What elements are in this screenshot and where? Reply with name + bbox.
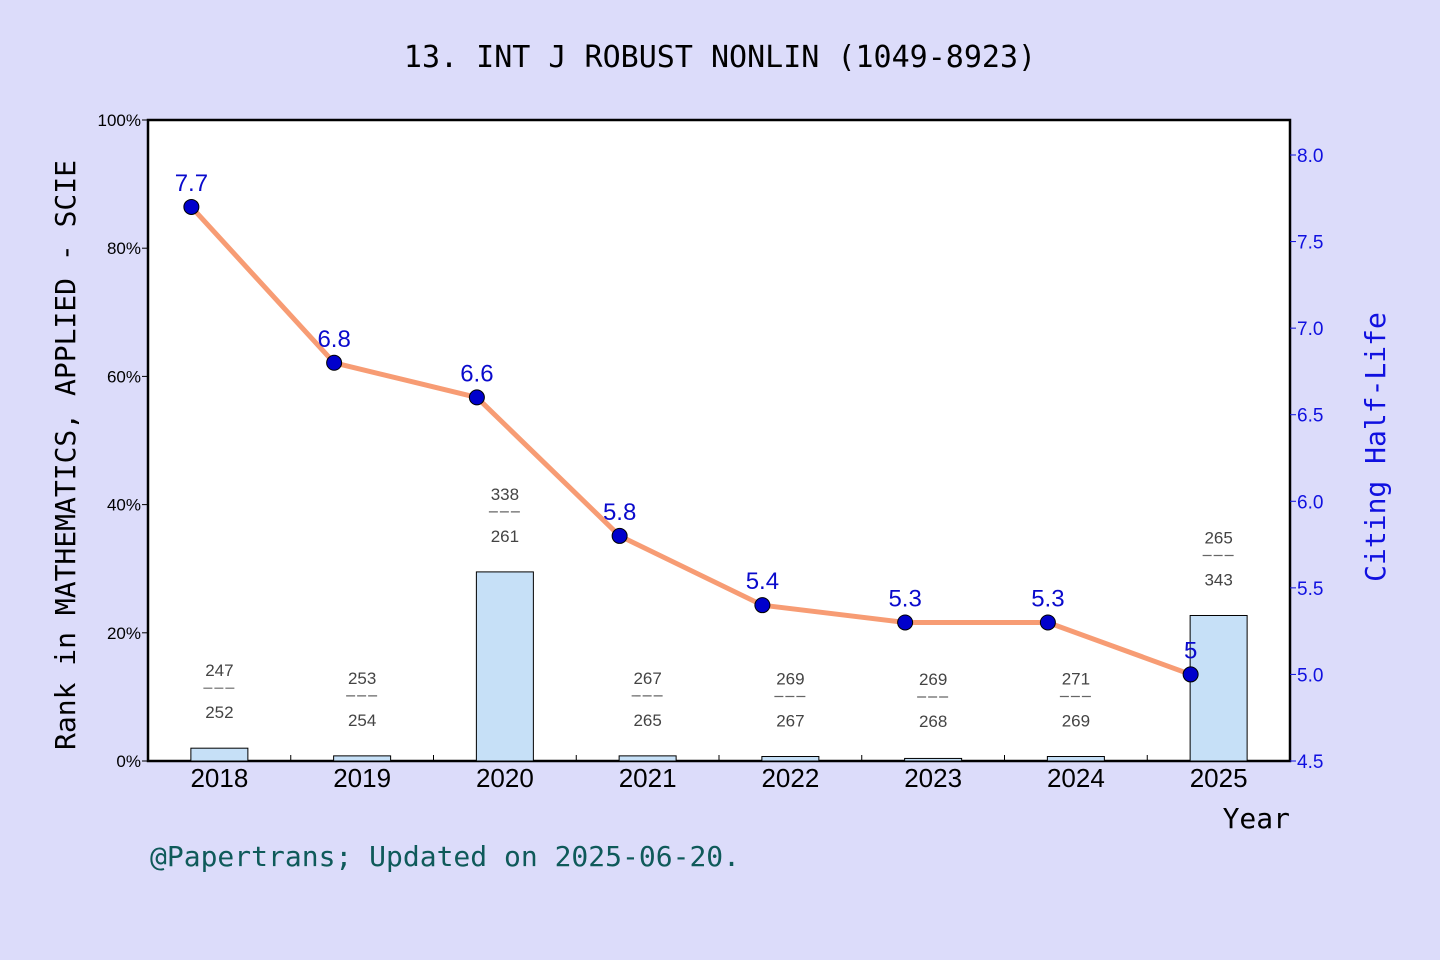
left-axis: 0% 20% 40% 60% 80% 100%: [98, 111, 148, 771]
rank-denominator: 252: [205, 703, 233, 722]
point-value-label: 5: [1184, 637, 1197, 664]
bar: [904, 757, 963, 762]
x-tick-label: 2022: [761, 763, 819, 793]
point-value-label: 5.4: [746, 568, 779, 595]
line-marker: [183, 198, 200, 215]
footer-credit: @Papertrans; Updated on 2025-06-20.: [150, 840, 740, 873]
line-series: 7.7 6.8 6.6 5.8 5.4 5.3 5.3 5: [175, 170, 1199, 683]
rank-numerator: 271: [1062, 670, 1090, 689]
right-tick-label: 6.0: [1297, 492, 1323, 513]
x-tick-label: 2024: [1047, 763, 1105, 793]
bar: [190, 747, 249, 762]
rank-denominator: 269: [1062, 712, 1090, 731]
x-tick-label: 2020: [476, 763, 534, 793]
left-tick-label: 40%: [107, 496, 141, 515]
line-marker: [754, 597, 771, 614]
right-tick-label: 7.5: [1297, 233, 1323, 254]
right-tick-label: 8.0: [1297, 146, 1323, 167]
bar: [1046, 756, 1105, 762]
right-tick-label: 4.5: [1297, 752, 1323, 773]
rank-denominator: 261: [491, 527, 519, 546]
rank-labels: 247 252 253 254 338 261 267 265 269 267 269 268 271 2…: [203, 485, 1235, 731]
left-axis-label: Rank in MATHEMATICS, APPLIED - SCIE: [49, 160, 82, 750]
x-tick-label: 2023: [904, 763, 962, 793]
rank-denominator: 267: [776, 712, 804, 731]
line-marker: [611, 527, 628, 544]
point-value-label: 6.6: [460, 360, 493, 387]
bar: [618, 755, 677, 762]
right-tick-label: 6.5: [1297, 406, 1323, 427]
rank-numerator: 253: [348, 669, 376, 688]
rank-numerator: 267: [633, 669, 661, 688]
x-axis-label: Year: [1223, 802, 1290, 835]
left-tick-label: 80%: [107, 239, 141, 258]
point-value-label: 5.8: [603, 499, 636, 526]
x-tick-label: 2021: [619, 763, 677, 793]
plot-area: [146, 118, 1292, 763]
rank-denominator: 265: [633, 711, 661, 730]
point-value-label: 5.3: [888, 585, 921, 612]
rank-denominator: 343: [1204, 570, 1232, 589]
bar: [333, 755, 392, 762]
bar-series: [190, 571, 1248, 762]
bar: [761, 756, 820, 762]
rank-numerator: 265: [1204, 528, 1232, 547]
right-tick-label: 5.5: [1297, 579, 1323, 600]
line-marker: [897, 614, 914, 631]
line-marker: [468, 389, 485, 406]
right-axis-label: Citing Half-Life: [1359, 312, 1392, 582]
point-value-label: 7.7: [175, 170, 208, 197]
bar: [475, 571, 534, 762]
rank-numerator: 247: [205, 661, 233, 680]
x-tick-label: 2019: [333, 763, 391, 793]
right-axis: 4.5 5.0 5.5 6.0 6.5 7.0 7.5 8.0: [1290, 146, 1323, 773]
rank-numerator: 269: [919, 670, 947, 689]
rank-numerator: 338: [491, 485, 519, 504]
x-tick-label: 2018: [190, 763, 248, 793]
line-marker: [1039, 614, 1056, 631]
left-tick-label: 100%: [98, 111, 141, 130]
x-axis: 2018 2019 2020 2021 2022 2023 2024 2025: [190, 755, 1248, 793]
x-tick-label: 2025: [1190, 763, 1248, 793]
right-tick-label: 7.0: [1297, 319, 1323, 340]
left-tick-label: 60%: [107, 367, 141, 386]
rank-denominator: 268: [919, 712, 947, 731]
left-tick-label: 20%: [107, 624, 141, 643]
line-marker: [1182, 666, 1199, 683]
left-tick-label: 0%: [116, 752, 141, 771]
chart-title: 13. INT J ROBUST NONLIN (1049-8923): [404, 40, 1036, 75]
line-marker: [326, 354, 343, 371]
rank-denominator: 254: [348, 711, 376, 730]
point-value-label: 5.3: [1031, 585, 1064, 612]
bar: [1189, 614, 1248, 762]
rank-numerator: 269: [776, 670, 804, 689]
right-tick-label: 5.0: [1297, 665, 1323, 686]
point-value-label: 6.8: [317, 326, 350, 353]
